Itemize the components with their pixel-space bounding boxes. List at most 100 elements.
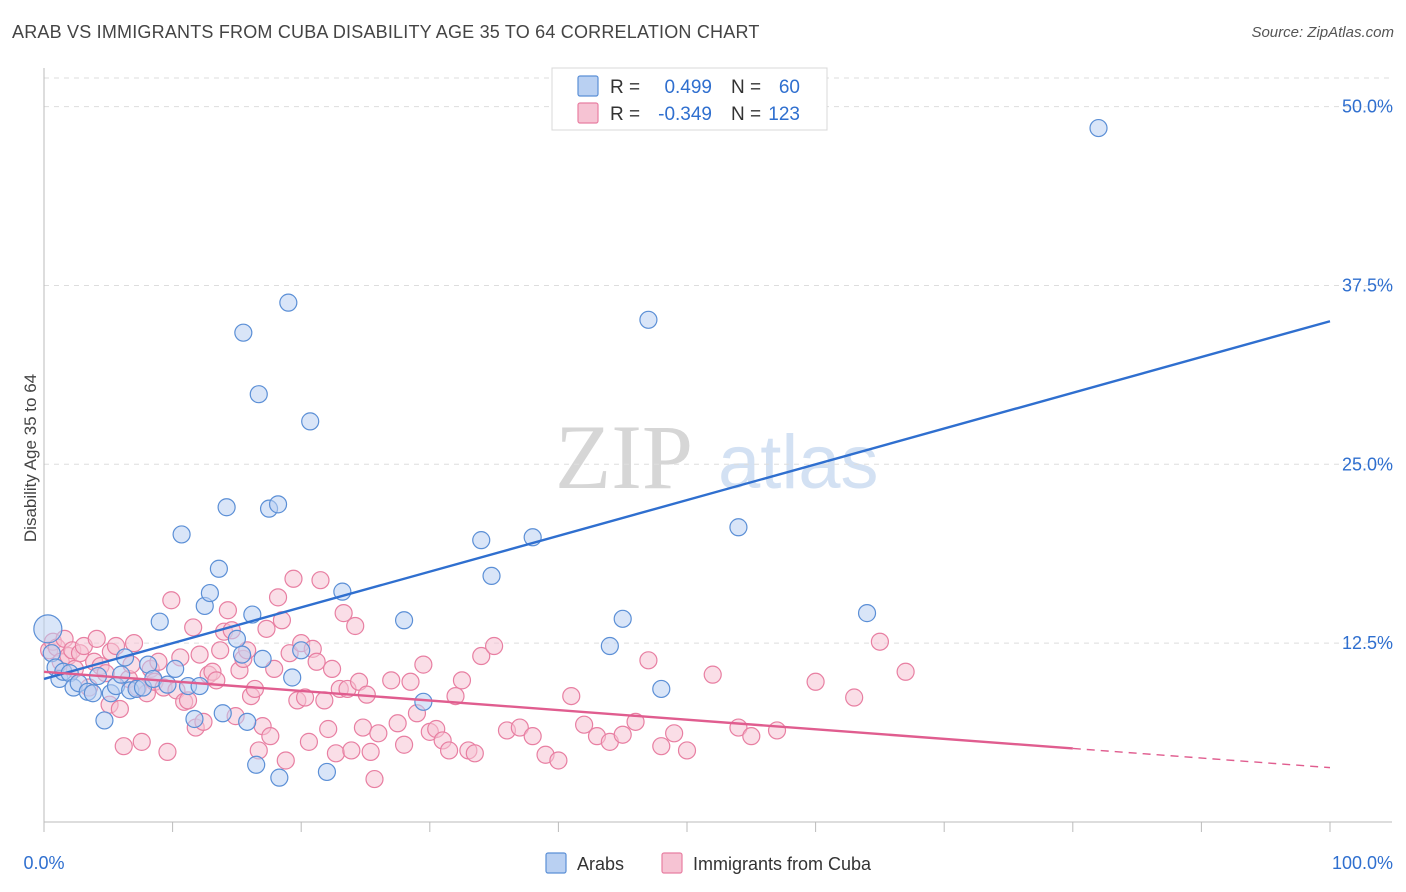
cuba-point — [639, 651, 658, 670]
arabs-point — [247, 755, 266, 774]
y-axis-label: Disability Age 35 to 64 — [21, 374, 40, 542]
trend-lines — [43, 320, 1331, 769]
cuba-point — [268, 588, 288, 607]
tick-labels: 12.5% 25.0% 37.5% 50.0% 0.0% 100.0% — [23, 97, 1393, 873]
arabs-point — [200, 583, 219, 603]
cuba-point — [472, 646, 491, 666]
stats-r-value-arabs: 0.499 — [664, 77, 712, 98]
arabs-point — [172, 525, 191, 544]
stats-n-label-cuba: N = — [731, 104, 761, 125]
arabs-point — [317, 762, 337, 782]
legend-swatch-arabs — [545, 852, 567, 874]
chart-title: ARAB VS IMMIGRANTS FROM CUBA DISABILITY … — [12, 22, 760, 42]
stats-r-label-cuba: R = — [610, 104, 640, 125]
axes — [43, 68, 1392, 832]
cuba-point — [132, 732, 151, 751]
arabs-point — [283, 668, 302, 687]
cuba-point — [523, 727, 542, 746]
cuba-point — [452, 671, 472, 690]
arabs-point — [301, 412, 320, 431]
legend-swatch-cuba — [661, 852, 683, 874]
arabs-point — [268, 495, 288, 514]
arabs-point — [33, 614, 63, 644]
stats-n-label-arabs: N = — [731, 77, 761, 98]
cuba-point — [665, 724, 684, 743]
arabs-point — [166, 659, 185, 679]
source-label: Source: ZipAtlas.com — [1251, 24, 1394, 41]
arabs-point — [652, 679, 671, 699]
arabs-point — [158, 675, 177, 694]
cuba-point — [562, 686, 581, 706]
arabs-point — [857, 604, 877, 623]
cuba-point — [190, 645, 209, 664]
cuba-point — [365, 769, 384, 789]
arabs-point — [639, 310, 658, 329]
stats-swatch-cuba — [577, 102, 599, 124]
cuba-point — [414, 655, 433, 674]
cuba-point — [896, 662, 915, 681]
y-tick-label: 12.5% — [1342, 633, 1393, 653]
cuba-point — [307, 652, 326, 671]
cuba-point — [257, 619, 276, 638]
cuba-point — [346, 616, 365, 636]
cuba-point — [218, 601, 237, 620]
cuba-point — [315, 691, 334, 710]
series-legend: Arabs Immigrants from Cuba — [545, 852, 872, 874]
cuba-point — [284, 569, 303, 588]
cuba-point — [767, 721, 787, 740]
cuba-point — [87, 629, 106, 648]
arabs-point — [83, 684, 102, 703]
cuba-trend-extension — [1072, 747, 1331, 769]
arabs-point — [1089, 118, 1108, 138]
cuba-point — [485, 636, 504, 656]
arabs-point — [150, 612, 169, 631]
y-tick-label: 37.5% — [1342, 275, 1393, 295]
cuba-point — [575, 715, 594, 734]
arabs-point — [227, 629, 246, 648]
cuba-point — [124, 634, 144, 653]
cuba-point — [439, 741, 459, 760]
watermark-zip: ZIP — [555, 406, 693, 508]
stats-swatch-arabs — [577, 75, 599, 97]
cuba-point — [388, 714, 407, 733]
watermark: ZIP atlas — [555, 406, 879, 508]
stats-n-value-arabs: 60 — [779, 77, 800, 98]
arabs-point — [482, 566, 501, 586]
x-tick-label-max: 100.0% — [1332, 853, 1393, 873]
stats-r-value-cuba: -0.349 — [658, 104, 712, 125]
arabs-point — [292, 641, 311, 660]
cuba-point — [265, 659, 284, 679]
cuba-point — [162, 591, 181, 610]
cuba-point — [613, 725, 632, 744]
cuba-point — [276, 751, 295, 770]
series-arabs-points — [33, 118, 1108, 787]
legend-label-arabs: Arabs — [577, 854, 624, 874]
arabs-point — [234, 323, 253, 342]
arabs-point — [185, 709, 204, 729]
cuba-point — [114, 737, 133, 756]
arabs-point — [600, 636, 619, 656]
cuba-point — [703, 665, 722, 684]
arabs-point — [279, 293, 298, 312]
arabs-point — [217, 498, 236, 517]
cuba-point — [334, 604, 353, 623]
cuba-point — [870, 632, 890, 651]
cuba-point — [322, 659, 342, 679]
arabs-point — [213, 704, 232, 723]
cuba-point — [369, 724, 388, 743]
cuba-point — [626, 712, 645, 731]
cuba-point — [295, 688, 315, 707]
cuba-point — [158, 742, 177, 761]
arabs-point — [394, 611, 414, 630]
watermark-atlas: atlas — [718, 420, 879, 505]
cuba-point — [319, 719, 338, 739]
cuba-point — [806, 672, 825, 691]
arabs-point — [249, 385, 268, 404]
arabs-point — [190, 676, 209, 696]
cuba-point — [652, 737, 671, 756]
y-tick-label: 50.0% — [1342, 97, 1393, 117]
cuba-point — [184, 618, 203, 637]
cuba-point — [261, 727, 280, 746]
stats-n-value-cuba: 123 — [768, 104, 800, 125]
arabs-point — [729, 518, 748, 537]
